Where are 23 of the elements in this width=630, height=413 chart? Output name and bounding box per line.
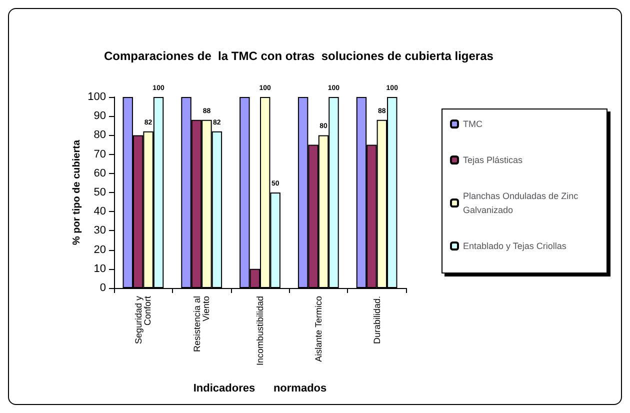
y-tick-label: 50 (94, 186, 106, 198)
legend-label: Tejas Plásticas (463, 155, 524, 165)
x-tick-label: Incombustibilidad (255, 296, 265, 366)
x-tick-label: Durabilidad. (372, 296, 382, 344)
y-tick-label: 100 (88, 91, 106, 103)
x-tick-label: Resistencia al Viento (192, 296, 212, 352)
chart-title: Comparaciones de la TMC con otras soluciones de cubierta ligeras (104, 49, 494, 63)
y-tick-label: 10 (94, 262, 106, 275)
legend-label: Planchas Onduladas de Zinc Galvanizado (463, 191, 581, 215)
y-tick-label: 80 (94, 129, 106, 142)
legend-label: Entablado y Tejas Criollas (463, 241, 567, 251)
x-axis-title: Indicadores normados (193, 382, 327, 394)
y-tick-label: 40 (94, 206, 106, 218)
legend-label: TMC (463, 119, 483, 129)
y-tick-label: 60 (94, 167, 106, 180)
x-tick-label: Seguridad y Confort (134, 296, 153, 344)
y-tick-label: 20 (94, 244, 106, 256)
y-tick-label: 90 (94, 110, 106, 122)
y-tick-label: 30 (94, 224, 106, 237)
y-tick-label: 70 (94, 148, 106, 160)
y-axis-title: % por tipo de cubierta (72, 140, 82, 246)
y-tick-label: 0 (100, 282, 106, 294)
x-tick-label: Aislante Termico (313, 296, 324, 362)
